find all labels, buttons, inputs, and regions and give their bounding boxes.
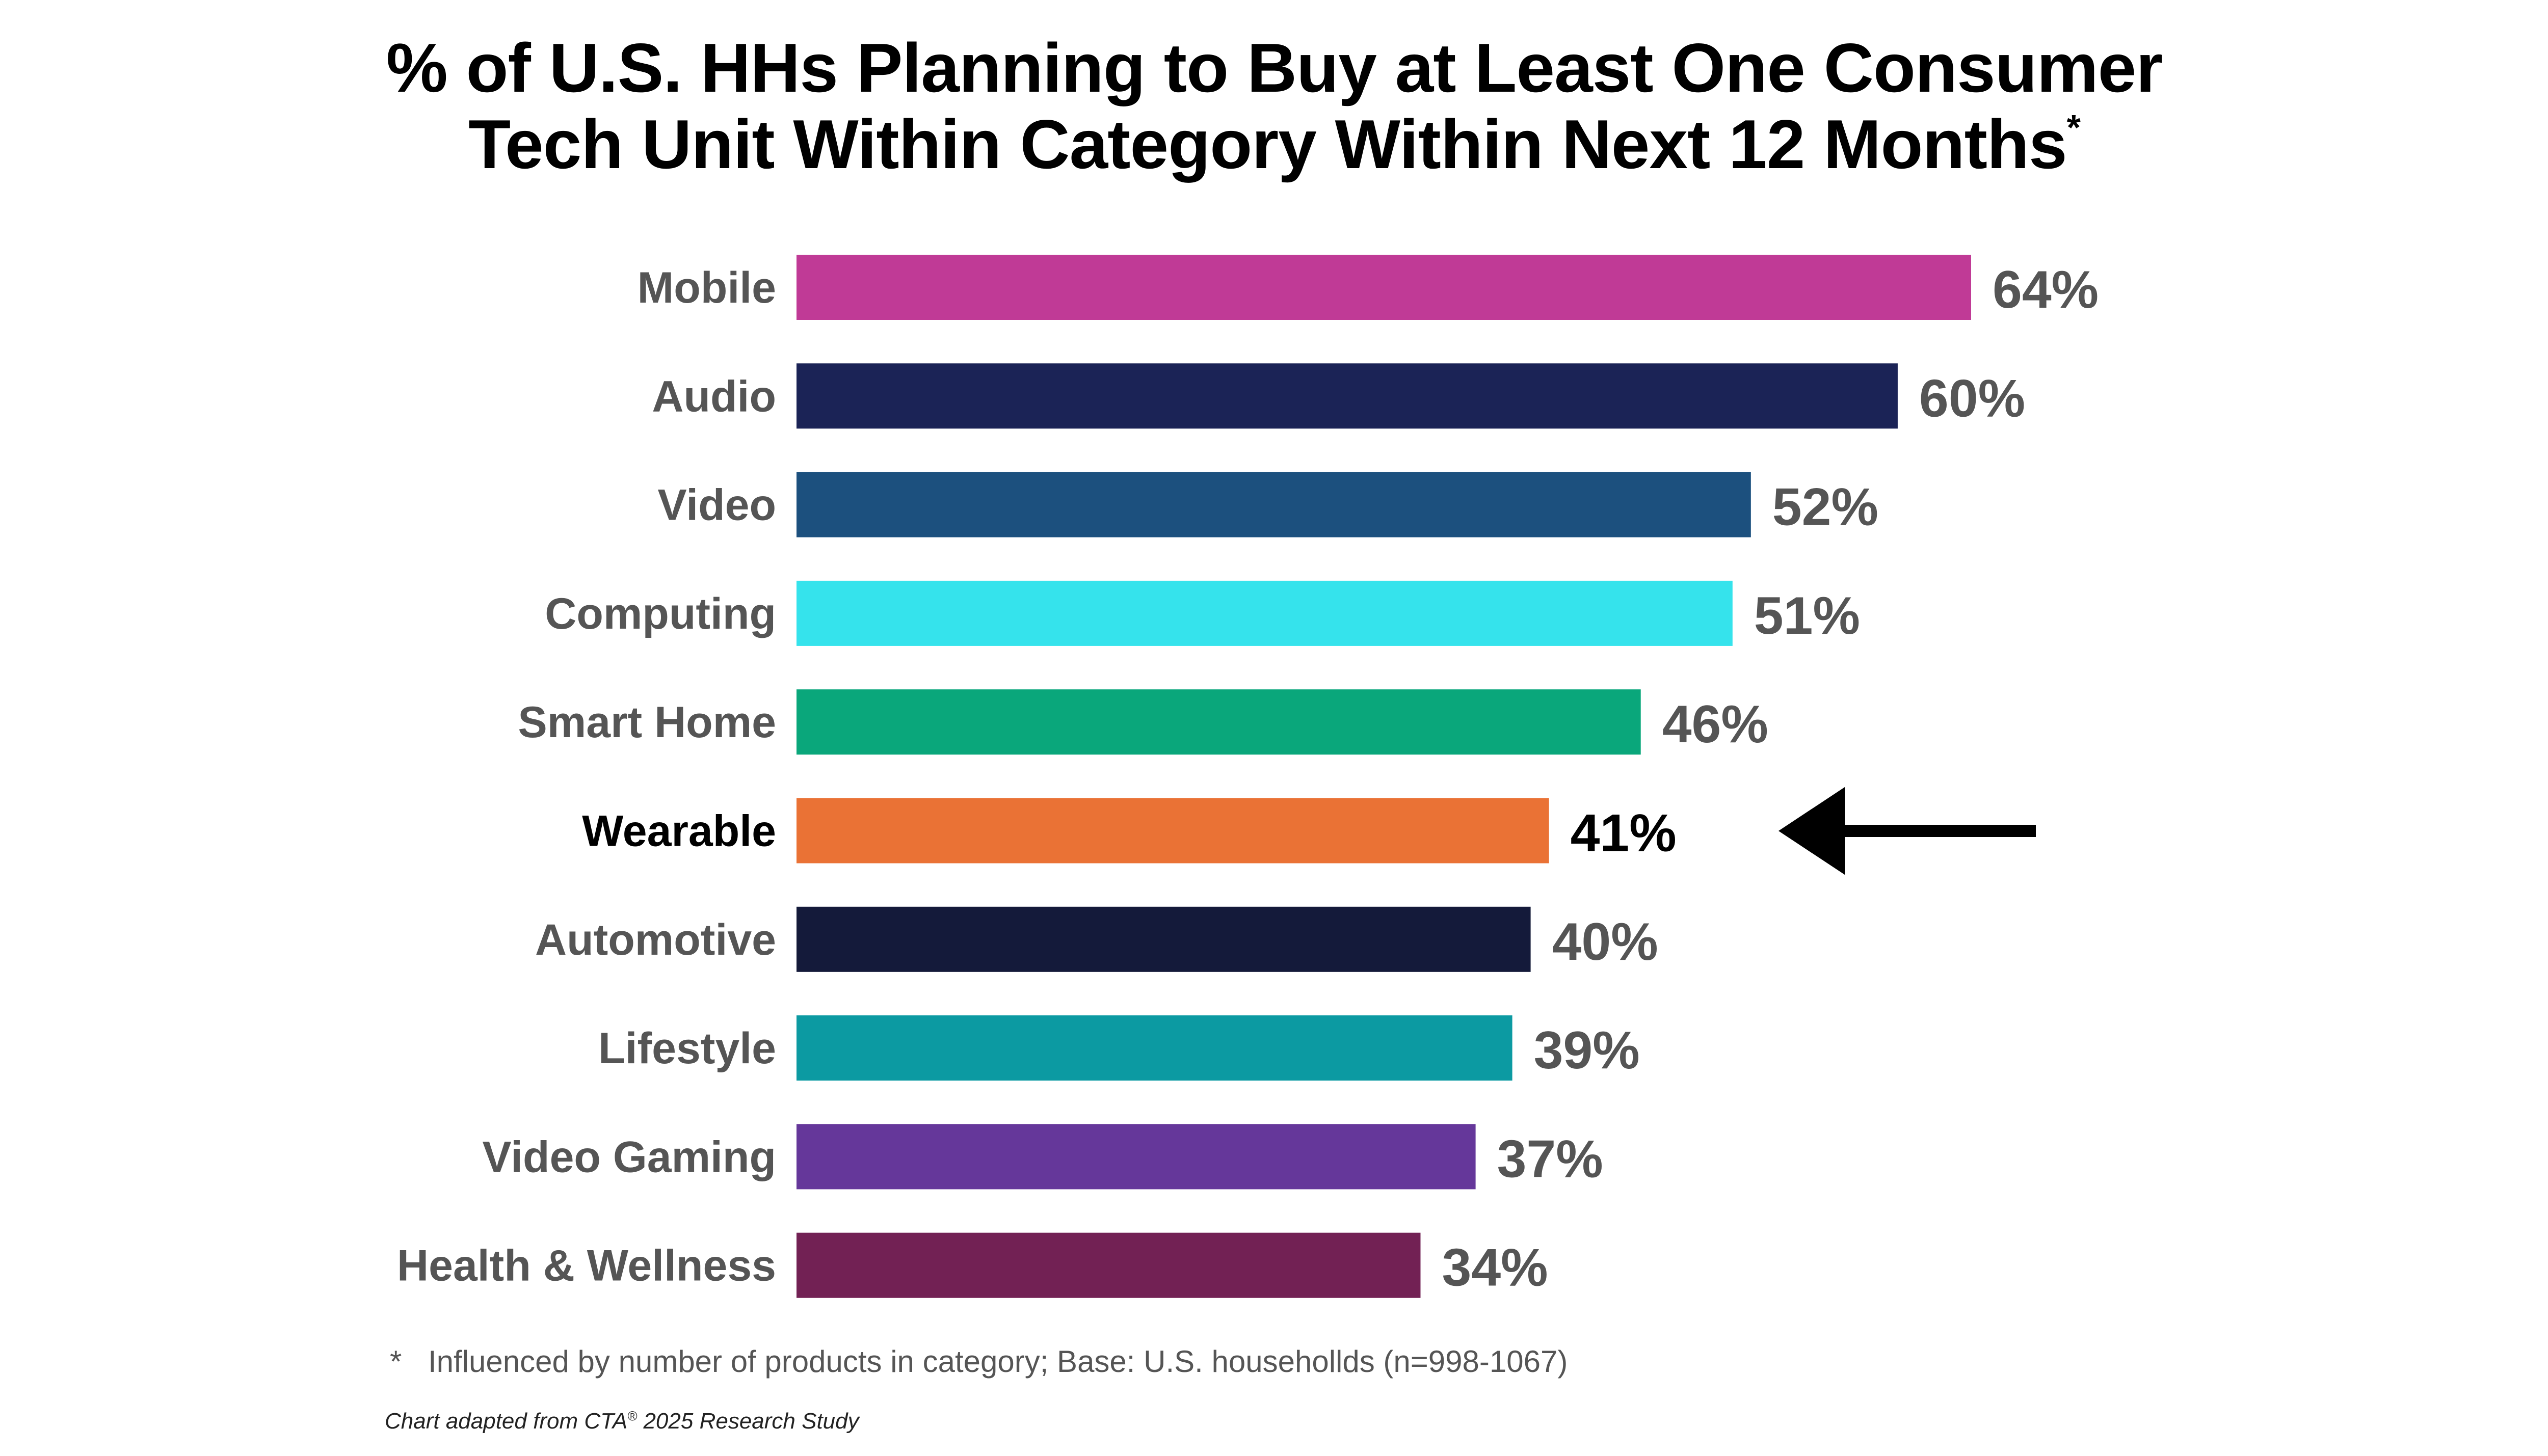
source-text-after: 2025 Research Study	[637, 1409, 859, 1434]
bar-audio	[797, 363, 1898, 429]
category-label-video-gaming: Video Gaming	[482, 1133, 776, 1181]
category-label-smart-home: Smart Home	[518, 698, 776, 747]
category-label-computing: Computing	[545, 589, 776, 638]
bar-wearable	[797, 798, 1549, 864]
source-note: Chart adapted from CTA® 2025 Research St…	[385, 1409, 859, 1434]
bar-lifestyle	[797, 1015, 1512, 1081]
value-label-mobile: 64%	[1993, 260, 2099, 319]
bar-video-gaming	[797, 1124, 1476, 1190]
chart-title-line-1: % of U.S. HHs Planning to Buy at Least O…	[386, 29, 2163, 106]
category-label-automotive: Automotive	[535, 915, 776, 964]
category-label-wearable: Wearable	[582, 807, 776, 856]
value-labels-group: 64% 60% 52% 51% 46% 41% 40% 39% 37% 34%	[1442, 260, 2099, 1298]
bar-smart-home	[797, 689, 1641, 755]
highlight-arrow	[1779, 787, 2036, 875]
footnote-marker: *	[390, 1344, 402, 1379]
value-label-lifestyle: 39%	[1534, 1021, 1640, 1080]
source-text-before: Chart adapted from CTA	[385, 1409, 628, 1434]
category-label-audio: Audio	[652, 372, 776, 421]
bar-computing	[797, 580, 1733, 646]
category-label-lifestyle: Lifestyle	[598, 1024, 776, 1073]
value-label-wearable: 41%	[1571, 804, 1677, 863]
source-registered-mark: ®	[627, 1408, 638, 1424]
category-label-video: Video	[657, 481, 776, 530]
value-label-smart-home: 46%	[1662, 695, 1768, 754]
chart-title-line-2-text: Tech Unit Within Category Within Next 12…	[468, 105, 2067, 183]
bar-automotive	[797, 906, 1531, 972]
value-label-computing: 51%	[1754, 586, 1860, 645]
value-label-health-and-wellness: 34%	[1442, 1238, 1548, 1298]
footnote: * Influenced by number of products in cat…	[390, 1344, 1568, 1379]
category-label-mobile: Mobile	[638, 263, 776, 312]
bars-group	[797, 255, 1971, 1298]
footnote-text: Influenced by number of products in cate…	[428, 1344, 1568, 1379]
bar-video	[797, 472, 1751, 537]
arrow-head-icon	[1779, 787, 1845, 875]
bar-mobile	[797, 255, 1971, 320]
value-label-automotive: 40%	[1552, 912, 1658, 972]
title-footnote-marker: *	[2066, 107, 2081, 147]
category-labels-group: Mobile Audio Video Computing Smart Home Weara…	[397, 263, 776, 1290]
arrow-shaft	[1829, 825, 2036, 837]
bar-health-and-wellness	[797, 1232, 1421, 1298]
chart-title-line-2: Tech Unit Within Category Within Next 12…	[0, 106, 2548, 182]
value-label-audio: 60%	[1919, 369, 2025, 428]
value-label-video-gaming: 37%	[1497, 1129, 1603, 1189]
category-label-health-and-wellness: Health & Wellness	[397, 1242, 776, 1290]
value-label-video: 52%	[1772, 478, 1878, 537]
